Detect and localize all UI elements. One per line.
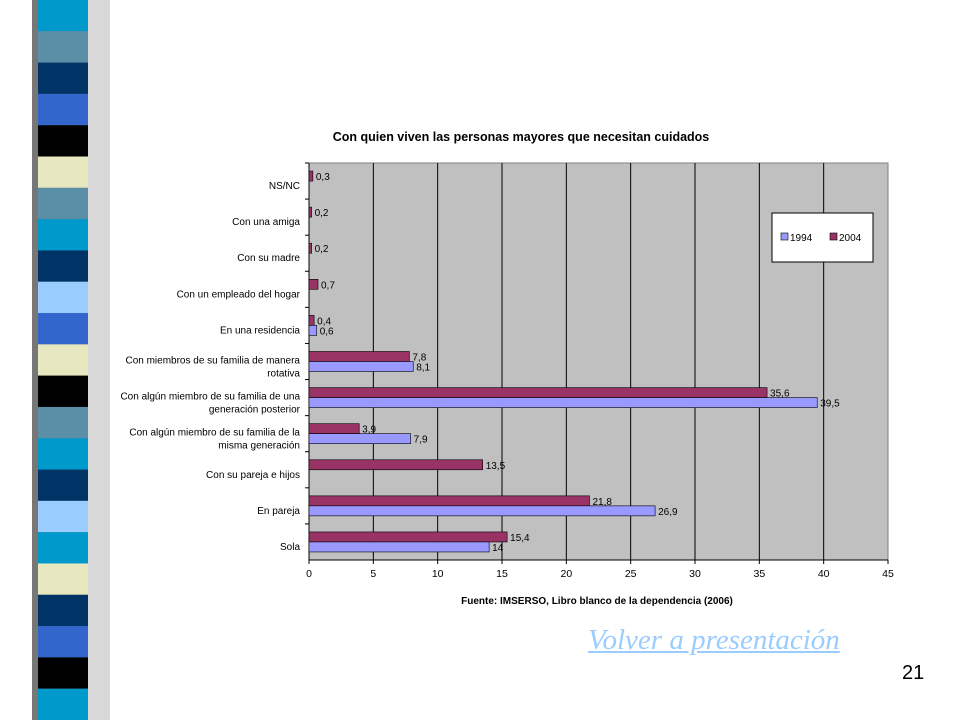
back-to-presentation-link[interactable]: Volver a presentación (588, 624, 840, 656)
y-category-label: Con una amiga (232, 217, 300, 228)
data-label-2004: 7,8 (412, 353, 426, 364)
legend-swatch-2004 (829, 232, 838, 241)
y-category-label: En pareja (257, 506, 300, 517)
data-label-2004: 15,4 (510, 533, 530, 544)
x-tick-label: 5 (370, 568, 376, 580)
data-label-2004: 0,7 (321, 280, 335, 291)
x-tick-label: 0 (306, 568, 312, 580)
strip-block (38, 438, 88, 470)
y-category-label: Con su madre (237, 253, 300, 264)
bar-1994 (308, 541, 490, 553)
chart-title: Con quien viven las personas mayores que… (333, 130, 710, 144)
x-tick-label: 45 (882, 568, 894, 580)
x-tick-label: 10 (432, 568, 444, 580)
x-tick-label: 20 (560, 568, 572, 580)
strip-block (38, 93, 88, 126)
data-label-2004: 0,3 (316, 172, 330, 183)
data-label-1994: 39,5 (820, 399, 840, 410)
decorative-strip (32, 0, 110, 720)
chart-legend: 1994 2004 (771, 212, 874, 263)
chart-source-note: Fuente: IMSERSO, Libro blanco de la depe… (461, 596, 733, 607)
strip-block (38, 626, 88, 658)
strip-block (38, 344, 88, 376)
strip-block (38, 281, 88, 314)
strip-block (38, 31, 88, 63)
y-category-label: Con miembros de su familia de manera rota… (125, 356, 300, 380)
strip-block (38, 250, 88, 282)
data-label-2004: 13,5 (486, 461, 506, 472)
y-category-label: Con su pareja e hijos (206, 470, 300, 481)
data-label-1994: 0,6 (320, 326, 334, 337)
strip-block (38, 657, 88, 689)
strip-block (38, 0, 88, 32)
data-label-2004: 3,9 (362, 425, 376, 436)
strip-block (38, 500, 88, 533)
data-label-1994: 26,9 (658, 507, 678, 518)
data-label-2004: 0,2 (315, 244, 329, 255)
bar-2004 (308, 315, 315, 326)
plot-area: 0 5 10 15 20 25 30 35 40 45 NS/NC 0,3 Con una amiga 0… (120, 162, 894, 580)
bar-2004 (308, 206, 312, 218)
data-label-2004: 21,8 (592, 497, 612, 508)
bar-2004 (308, 170, 314, 182)
data-label-1994: 8,1 (416, 363, 430, 374)
strip-shadow (88, 0, 110, 720)
strip-block (38, 563, 88, 595)
bar-2004 (308, 495, 590, 507)
bar-2004 (308, 242, 312, 254)
y-category-label: Con un empleado del hogar (177, 289, 301, 300)
page-number: 21 (902, 662, 925, 684)
strip-block (38, 594, 88, 627)
strip-block (38, 219, 88, 251)
y-category-label: NS/NC (269, 181, 300, 192)
bar-2004 (308, 387, 768, 398)
strip-block (38, 532, 88, 564)
x-tick-label: 25 (625, 568, 637, 580)
strip-block (38, 375, 88, 407)
bar-2004 (308, 459, 483, 471)
strip-block (38, 156, 88, 188)
y-category-label: Sola (280, 542, 300, 553)
bar-2004 (308, 351, 410, 362)
bar-1994 (308, 361, 414, 372)
legend-box (771, 212, 874, 263)
strip-block (38, 688, 88, 720)
legend-swatch-1994 (780, 232, 789, 241)
strip-block (38, 125, 88, 157)
strip-block (38, 313, 88, 345)
data-label-2004: 0,4 (317, 316, 331, 327)
bar-2004 (308, 423, 360, 434)
x-tick-label: 40 (818, 568, 830, 580)
bar-2004 (308, 279, 319, 290)
data-label-2004: 0,2 (315, 208, 329, 219)
data-label-2004: 35,6 (770, 389, 790, 400)
bar-1994 (308, 397, 818, 408)
x-tick-label: 15 (496, 568, 508, 580)
y-category-label: En una residencia (220, 325, 300, 336)
strip-block (38, 187, 88, 220)
legend-label-1994: 1994 (790, 233, 813, 244)
legend-label-2004: 2004 (839, 233, 862, 244)
y-category-label: Con algún miembro de su familia de una ge… (120, 392, 300, 416)
bar-1994 (308, 433, 411, 444)
x-tick-label: 30 (689, 568, 701, 580)
bar-1994 (308, 505, 656, 517)
bar-2004 (308, 531, 508, 543)
data-label-1994: 7,9 (414, 435, 428, 446)
data-label-1994: 14 (492, 543, 504, 554)
strip-block (38, 406, 88, 439)
y-category-label: Con algún miembro de su familia de la mis… (129, 428, 300, 452)
strip-block (38, 469, 88, 501)
x-tick-label: 35 (753, 568, 765, 580)
strip-block (38, 62, 88, 94)
bar-1994 (308, 325, 318, 336)
